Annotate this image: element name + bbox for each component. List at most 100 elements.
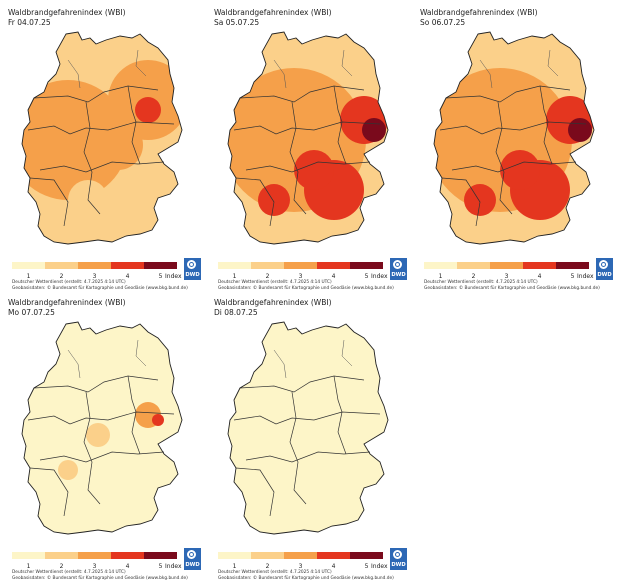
country-outline [21,31,183,245]
legend-unit: Index [371,563,388,570]
legend-swatch [556,262,589,269]
credit-line: Deutscher Wetterdienst (erstellt: 4.7.20… [12,280,126,285]
index-area [294,150,334,190]
dwd-logo-icon: DWD [184,258,201,280]
map-panel-di-08-07: Waldbrandgefahrenindex (WBI) Di 08.07.25… [214,298,414,588]
legend-swatch [12,552,45,559]
credit-line: Geobasisdaten: © Bundesamt für Kartograp… [424,286,600,291]
map-panel-sa-05-07: Waldbrandgefahrenindex (WBI) Sa 05.07.25… [214,8,414,298]
index-areas [434,68,594,220]
legend-value: 5 [570,273,575,280]
legend-value: 5 [158,273,163,280]
legend-swatch [284,552,317,559]
germany-base-fill [228,322,388,534]
map-date: So 06.07.25 [420,18,466,27]
legend-swatch [523,262,556,269]
state-border [235,177,275,227]
credit-line: Geobasisdaten: © Bundesamt für Kartograp… [12,576,188,581]
state-border [479,59,493,89]
legend-value: 2 [59,273,64,280]
legend-value: 4 [331,273,336,280]
state-border [33,375,159,393]
state-border [39,161,165,173]
germany-map [227,321,389,535]
state-border [235,467,275,517]
legend-swatch [317,262,350,269]
legend-value: 3 [92,273,97,280]
state-border [39,451,165,463]
state-border [245,451,371,463]
map-panel-mo-07-07: Waldbrandgefahrenindex (WBI) Mo 07.07.25… [8,298,208,588]
index-area [152,414,164,426]
map-title: Waldbrandgefahrenindex (WBI) [8,298,126,307]
state-border [341,339,353,367]
state-border [273,349,287,379]
state-border [239,375,365,393]
legend-unit: Index [371,273,388,280]
map-date: Mo 07.07.25 [8,308,55,317]
state-border [127,375,141,455]
legend-swatch [111,262,144,269]
legend: 1 2 3 4 5 Index Deutscher Wetterdienst (erste… [214,248,414,298]
index-area [86,423,110,447]
legend-value: 1 [26,273,31,280]
state-border [333,375,347,455]
credit-line: Deutscher Wetterdienst (erstellt: 4.7.20… [218,570,332,575]
credit-line: Deutscher Wetterdienst (erstellt: 4.7.20… [424,280,538,285]
map-date: Fr 04.07.25 [8,18,51,27]
country-outline [21,321,183,535]
legend-swatch [251,262,284,269]
map-panel-fr-04-07: Waldbrandgefahrenindex (WBI) Fr 04.07.25… [8,8,208,298]
legend-swatch [111,552,144,559]
country-outline [227,31,389,245]
legend-value: 1 [232,563,237,570]
map-title: Waldbrandgefahrenindex (WBI) [214,298,332,307]
germany-map [21,31,183,245]
legend-swatch [218,262,251,269]
index-area [135,97,161,123]
legend-swatch [78,262,111,269]
legend-swatch [350,262,383,269]
legend-swatch [144,262,177,269]
state-border [539,85,553,165]
legend: 1 2 3 4 5 Index Deutscher Wetterdienst (erste… [8,248,208,298]
legend-value: 2 [265,563,270,570]
legend-unit: Index [165,563,182,570]
dwd-logo-icon: DWD [184,548,201,570]
legend-value: 3 [92,563,97,570]
legend-value: 3 [298,273,303,280]
index-area [362,118,386,142]
state-border [29,467,69,517]
legend-swatch [218,552,251,559]
index-areas [58,402,164,480]
legend-swatch [317,552,350,559]
legend-swatch [144,552,177,559]
map-title: Waldbrandgefahrenindex (WBI) [214,8,332,17]
dwd-logo-icon: DWD [390,548,407,570]
state-border [341,49,353,77]
state-border [135,49,147,77]
legend-swatch [457,262,490,269]
index-area [22,80,128,200]
legend-swatch [45,262,78,269]
state-border [67,59,81,89]
map-title: Waldbrandgefahrenindex (WBI) [420,8,538,17]
index-areas [228,68,388,220]
credit-line: Deutscher Wetterdienst (erstellt: 4.7.20… [12,570,126,575]
legend-value: 4 [537,273,542,280]
state-border [29,177,69,227]
legend-value: 5 [364,563,369,570]
legend-swatch [45,552,78,559]
legend-swatch [490,262,523,269]
legend-value: 1 [438,273,443,280]
state-border [445,85,571,103]
index-area [464,184,496,216]
state-border [67,349,81,379]
germany-map [433,31,595,245]
credit-line: Geobasisdaten: © Bundesamt für Kartograp… [218,576,394,581]
state-border [245,161,371,173]
legend-value: 4 [125,563,130,570]
legend-value: 3 [504,273,509,280]
map-date: Di 08.07.25 [214,308,258,317]
index-area [568,118,592,142]
